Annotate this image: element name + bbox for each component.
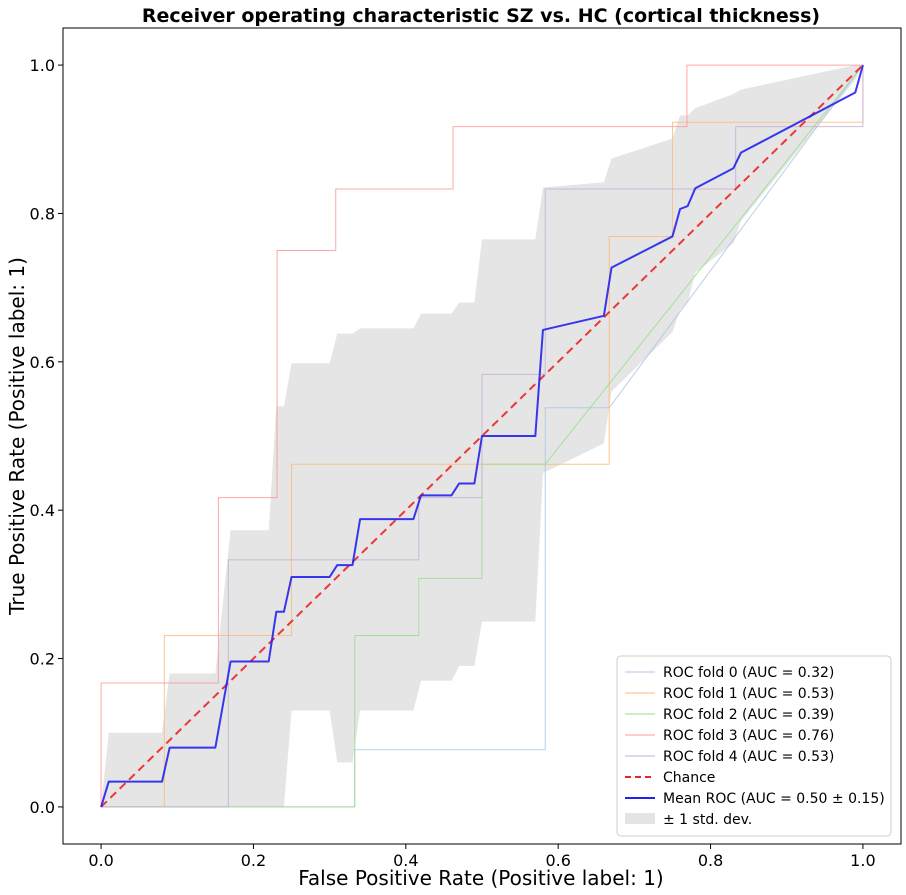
x-tick-label: 0.6 — [545, 851, 570, 870]
legend-entry-roc-fold-3-auc-0-76: ROC fold 3 (AUC = 0.76) — [625, 728, 834, 744]
legend-entry-roc-fold-1-auc-0-53: ROC fold 1 (AUC = 0.53) — [625, 686, 834, 702]
legend-label: ROC fold 1 (AUC = 0.53) — [663, 686, 834, 702]
legend-entry-roc-fold-2-auc-0-39: ROC fold 2 (AUC = 0.39) — [625, 707, 834, 723]
roc-fold-1-line — [101, 65, 864, 808]
y-tick-label: 0.0 — [30, 798, 55, 817]
plot-frame — [62, 27, 902, 845]
legend-label: Chance — [663, 770, 715, 786]
legend-entry-1-std-dev: ± 1 std. dev. — [625, 812, 752, 828]
chart-title: Receiver operating characteristic SZ vs.… — [142, 5, 820, 27]
x-axis-label: False Positive Rate (Positive label: 1) — [298, 866, 664, 890]
legend-label: ± 1 std. dev. — [663, 812, 752, 828]
y-tick-label: 0.2 — [30, 650, 55, 669]
roc-fold-3-line — [100, 64, 863, 807]
legend-label: ROC fold 2 (AUC = 0.39) — [663, 707, 834, 723]
legend-box — [616, 655, 892, 837]
roc-fold-2-line — [101, 64, 864, 808]
legend-swatch — [625, 813, 655, 824]
legend-label: Mean ROC (AUC = 0.50 ± 0.15) — [663, 791, 885, 807]
y-axis-label: True Positive Rate (Positive label: 1) — [5, 257, 29, 616]
legend-label: ROC fold 4 (AUC = 0.53) — [663, 749, 834, 765]
legend-entry-mean-roc-auc-0-50-0-15: Mean ROC (AUC = 0.50 ± 0.15) — [625, 791, 885, 807]
legend: ROC fold 0 (AUC = 0.32) ROC fold 1 (AUC =… — [616, 655, 892, 837]
mean-roc-line — [100, 64, 864, 808]
legend-entry-chance: Chance — [625, 770, 715, 786]
chance-line — [100, 64, 864, 808]
plot-area — [100, 64, 864, 808]
legend-label: ROC fold 3 (AUC = 0.76) — [663, 728, 834, 744]
roc-fold-4-line — [101, 65, 864, 808]
x-tick-label: 0.0 — [88, 851, 113, 870]
y-tick-label: 0.4 — [30, 501, 55, 520]
y-tick-label: 0.6 — [30, 353, 55, 372]
x-tick-label: 0.8 — [698, 851, 723, 870]
y-tick-label: 0.8 — [30, 204, 55, 223]
x-tick-label: 0.4 — [393, 851, 418, 870]
x-tick-label: 0.2 — [241, 851, 266, 870]
axis-ticks: 0.0 0.2 0.4 0.6 0.8 1.0 0.0 0.2 0.4 0.6 0.8 1.0 — [30, 56, 876, 870]
x-tick-label: 1.0 — [850, 851, 875, 870]
y-tick-label: 1.0 — [30, 56, 55, 75]
legend-label: ROC fold 0 (AUC = 0.32) — [663, 665, 834, 681]
legend-entry-roc-fold-4-auc-0-53: ROC fold 4 (AUC = 0.53) — [625, 749, 834, 765]
legend-entry-roc-fold-0-auc-0-32: ROC fold 0 (AUC = 0.32) — [625, 665, 834, 681]
